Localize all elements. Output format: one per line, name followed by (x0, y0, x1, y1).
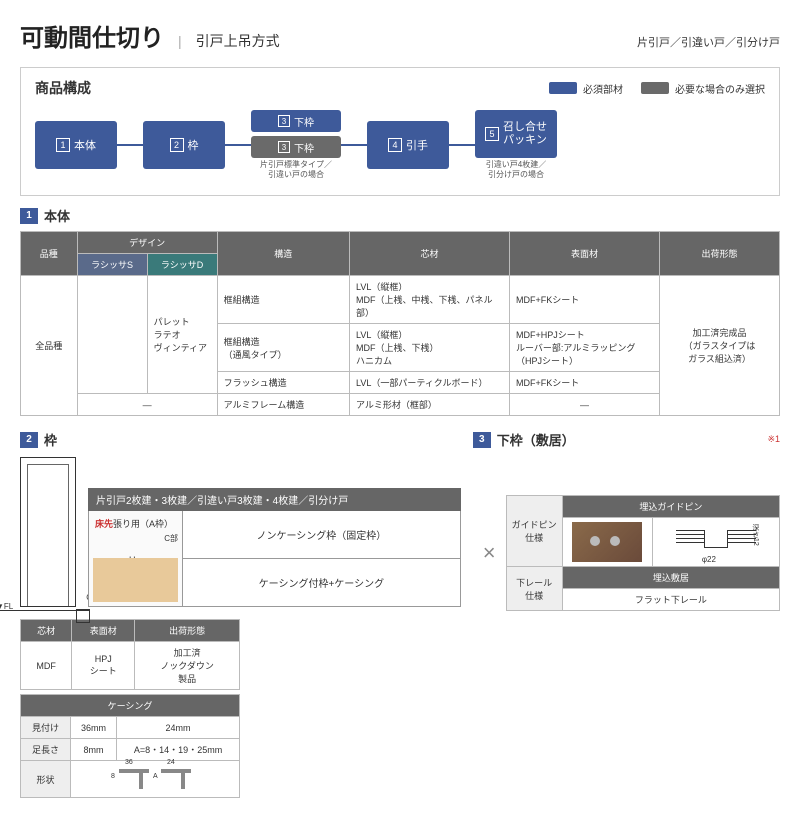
cell-shukka: 加工済完成品 （ガラスタイプは ガラス組込済） (660, 276, 780, 416)
cell-mat-hyou: HPJ シート (72, 642, 135, 690)
cell-ashinaga-b: A=8・14・19・25mm (117, 739, 240, 761)
cell-r2-kouzou: 框組構造 （通風タイプ） (217, 324, 349, 372)
section-1-title: 本体 (44, 206, 70, 225)
legend-required: 必須部材 (583, 81, 623, 96)
th-hinshu: 品種 (21, 232, 78, 276)
frame-left-cell: 床先張り用（A枠） C部 H (88, 511, 183, 607)
cell-r3-kouzou: フラッシュ構造 (217, 372, 349, 394)
th-kouzou: 構造 (217, 232, 349, 276)
corner-bracket (76, 609, 90, 623)
rail-label: 下レール 仕様 (506, 567, 562, 611)
flow-step-1: 1本体 (35, 121, 117, 169)
casing-table: ケーシング 見付け 36mm 24mm 足長さ 8mm A=8・14・19・25… (20, 694, 240, 798)
cell-mat-shin: MDF (21, 642, 72, 690)
divider: | (178, 33, 182, 49)
section-2-header: 2 枠 (20, 430, 461, 449)
flow-step-3a: 3下枠 (251, 110, 341, 132)
shape-a: 36 8 (119, 769, 149, 789)
section-3-title: 下枠（敷居） (497, 430, 575, 449)
flow-step-2: 2枠 (143, 121, 225, 169)
section-2-num: 2 (20, 432, 38, 448)
th-ashinaga: 足長さ (21, 739, 71, 761)
section-1-header: 1 本体 (20, 206, 780, 225)
flow-step-3b: 3下枠 (251, 136, 341, 158)
pin-diagram: 深さ12 φ22 (676, 522, 756, 562)
rail-value: フラット下レール (562, 589, 779, 611)
cell-shapes: 36 8 24 A (71, 761, 240, 798)
cell-r4-design: — (77, 394, 217, 416)
frame-header-bar: 片引戸2枚建・3枚建／引違い戸3枚建・4枚建／引分け戸 (88, 488, 461, 511)
cell-mitsuke-a: 36mm (71, 717, 117, 739)
swatch-required (549, 82, 577, 94)
casing-title: ケーシング (21, 695, 240, 717)
guide-header: 埋込ガイドピン (562, 496, 779, 518)
page-title: 可動間仕切り (20, 18, 164, 53)
legend: 必須部材 必要な場合のみ選択 (549, 81, 765, 96)
cross-icon: × (473, 540, 506, 566)
shape-b: 24 A (161, 769, 191, 789)
cell-r4-hyou: — (510, 394, 660, 416)
section-2-title: 枠 (44, 430, 57, 449)
cell-hinshu: 全品種 (21, 276, 78, 416)
th-design-d: ラシッサD (147, 254, 217, 276)
th-keijou: 形状 (21, 761, 71, 798)
cell-casing: ケーシング付枠+ケーシング (183, 559, 461, 607)
page-subtitle: 引戸上吊方式 (196, 31, 280, 51)
cell-ashinaga-a: 8mm (71, 739, 117, 761)
composition-title: 商品構成 (35, 78, 91, 98)
main-spec-table: 品種 デザイン 構造 芯材 表面材 出荷形態 ラシッサS ラシッサD 全品種 パ… (20, 231, 780, 416)
cell-r4-kouzou: アルミフレーム構造 (217, 394, 349, 416)
wood-sample (572, 522, 642, 562)
material-table: 芯材 表面材 出荷形態 MDF HPJ シート 加工済 ノックダウン 製品 (20, 619, 240, 690)
flow-caption-3: 片引戸標準タイプ／ 引違い戸の場合 (260, 160, 332, 179)
th-design-s: ラシッサS (77, 254, 147, 276)
door-outline (20, 457, 76, 607)
cell-r2-hyou: MDF+HPJシート ルーバー部:アルミラッピング（HPJシート） (510, 324, 660, 372)
section-3-note: ※1 (767, 434, 780, 445)
th-mat-shukka: 出荷形態 (135, 620, 240, 642)
th-hyoumen: 表面材 (510, 232, 660, 276)
th-mat-shin: 芯材 (21, 620, 72, 642)
door-types: 片引戸／引違い戸／引分け戸 (637, 34, 780, 50)
cell-mitsuke-b: 24mm (117, 717, 240, 739)
cell-r1-kouzou: 框組構造 (217, 276, 349, 324)
cell-design-s (77, 276, 147, 394)
page-header: 可動間仕切り | 引戸上吊方式 片引戸／引違い戸／引分け戸 (20, 18, 780, 53)
cell-r3-shin: LVL（一部パーティクルボード） (350, 372, 510, 394)
section-3-num: 3 (473, 432, 491, 448)
frame-diagram: ▼FL C部 片引戸2枚建・3枚建／引違い戸3枚建・4枚建／引分け戸 床先張り用… (20, 457, 461, 607)
guide-wood-cell (562, 518, 652, 567)
flow-step-4: 4引手 (367, 121, 449, 169)
cell-noncasing: ノンケーシング枠（固定枠） (183, 511, 461, 559)
th-design: デザイン (77, 232, 217, 254)
composition-panel: 商品構成 必須部材 必要な場合のみ選択 1本体 2枠 3下枠 3下枠 片引戸標準… (20, 67, 780, 196)
swatch-optional (641, 82, 669, 94)
cell-r3-hyou: MDF+FKシート (510, 372, 660, 394)
section-1-num: 1 (20, 208, 38, 224)
cell-r4-shin: アルミ形材（框部） (350, 394, 510, 416)
th-mitsuke: 見付け (21, 717, 71, 739)
section-3-header: 3 下枠（敷居） (473, 430, 575, 449)
cell-r1-shin: LVL（縦框） MDF（上桟、中桟、下桟、パネル部） (350, 276, 510, 324)
flow-step-5: 5召し合せ パッキン (475, 110, 557, 158)
cell-r1-hyou: MDF+FKシート (510, 276, 660, 324)
th-shinzai: 芯材 (350, 232, 510, 276)
rail-header: 埋込敷居 (562, 567, 779, 589)
guide-label: ガイドピン 仕様 (506, 496, 562, 567)
cell-r2-shin: LVL（縦框） MDF（上桟、下桟） ハニカム (350, 324, 510, 372)
cell-mat-shukka: 加工済 ノックダウン 製品 (135, 642, 240, 690)
flow-diagram: 1本体 2枠 3下枠 3下枠 片引戸標準タイプ／ 引違い戸の場合 4引手 5召し… (35, 110, 557, 179)
guide-diagram-cell: 深さ12 φ22 (652, 518, 779, 567)
legend-optional: 必要な場合のみ選択 (675, 81, 765, 96)
cell-design-d: パレット ラテオ ヴィンティア (147, 276, 217, 394)
shikii-table: ガイドピン 仕様 埋込ガイドピン (506, 495, 780, 611)
flow-caption-5: 引違い戸4枚建／ 引分け戸の場合 (486, 160, 546, 179)
th-shukka: 出荷形態 (660, 232, 780, 276)
